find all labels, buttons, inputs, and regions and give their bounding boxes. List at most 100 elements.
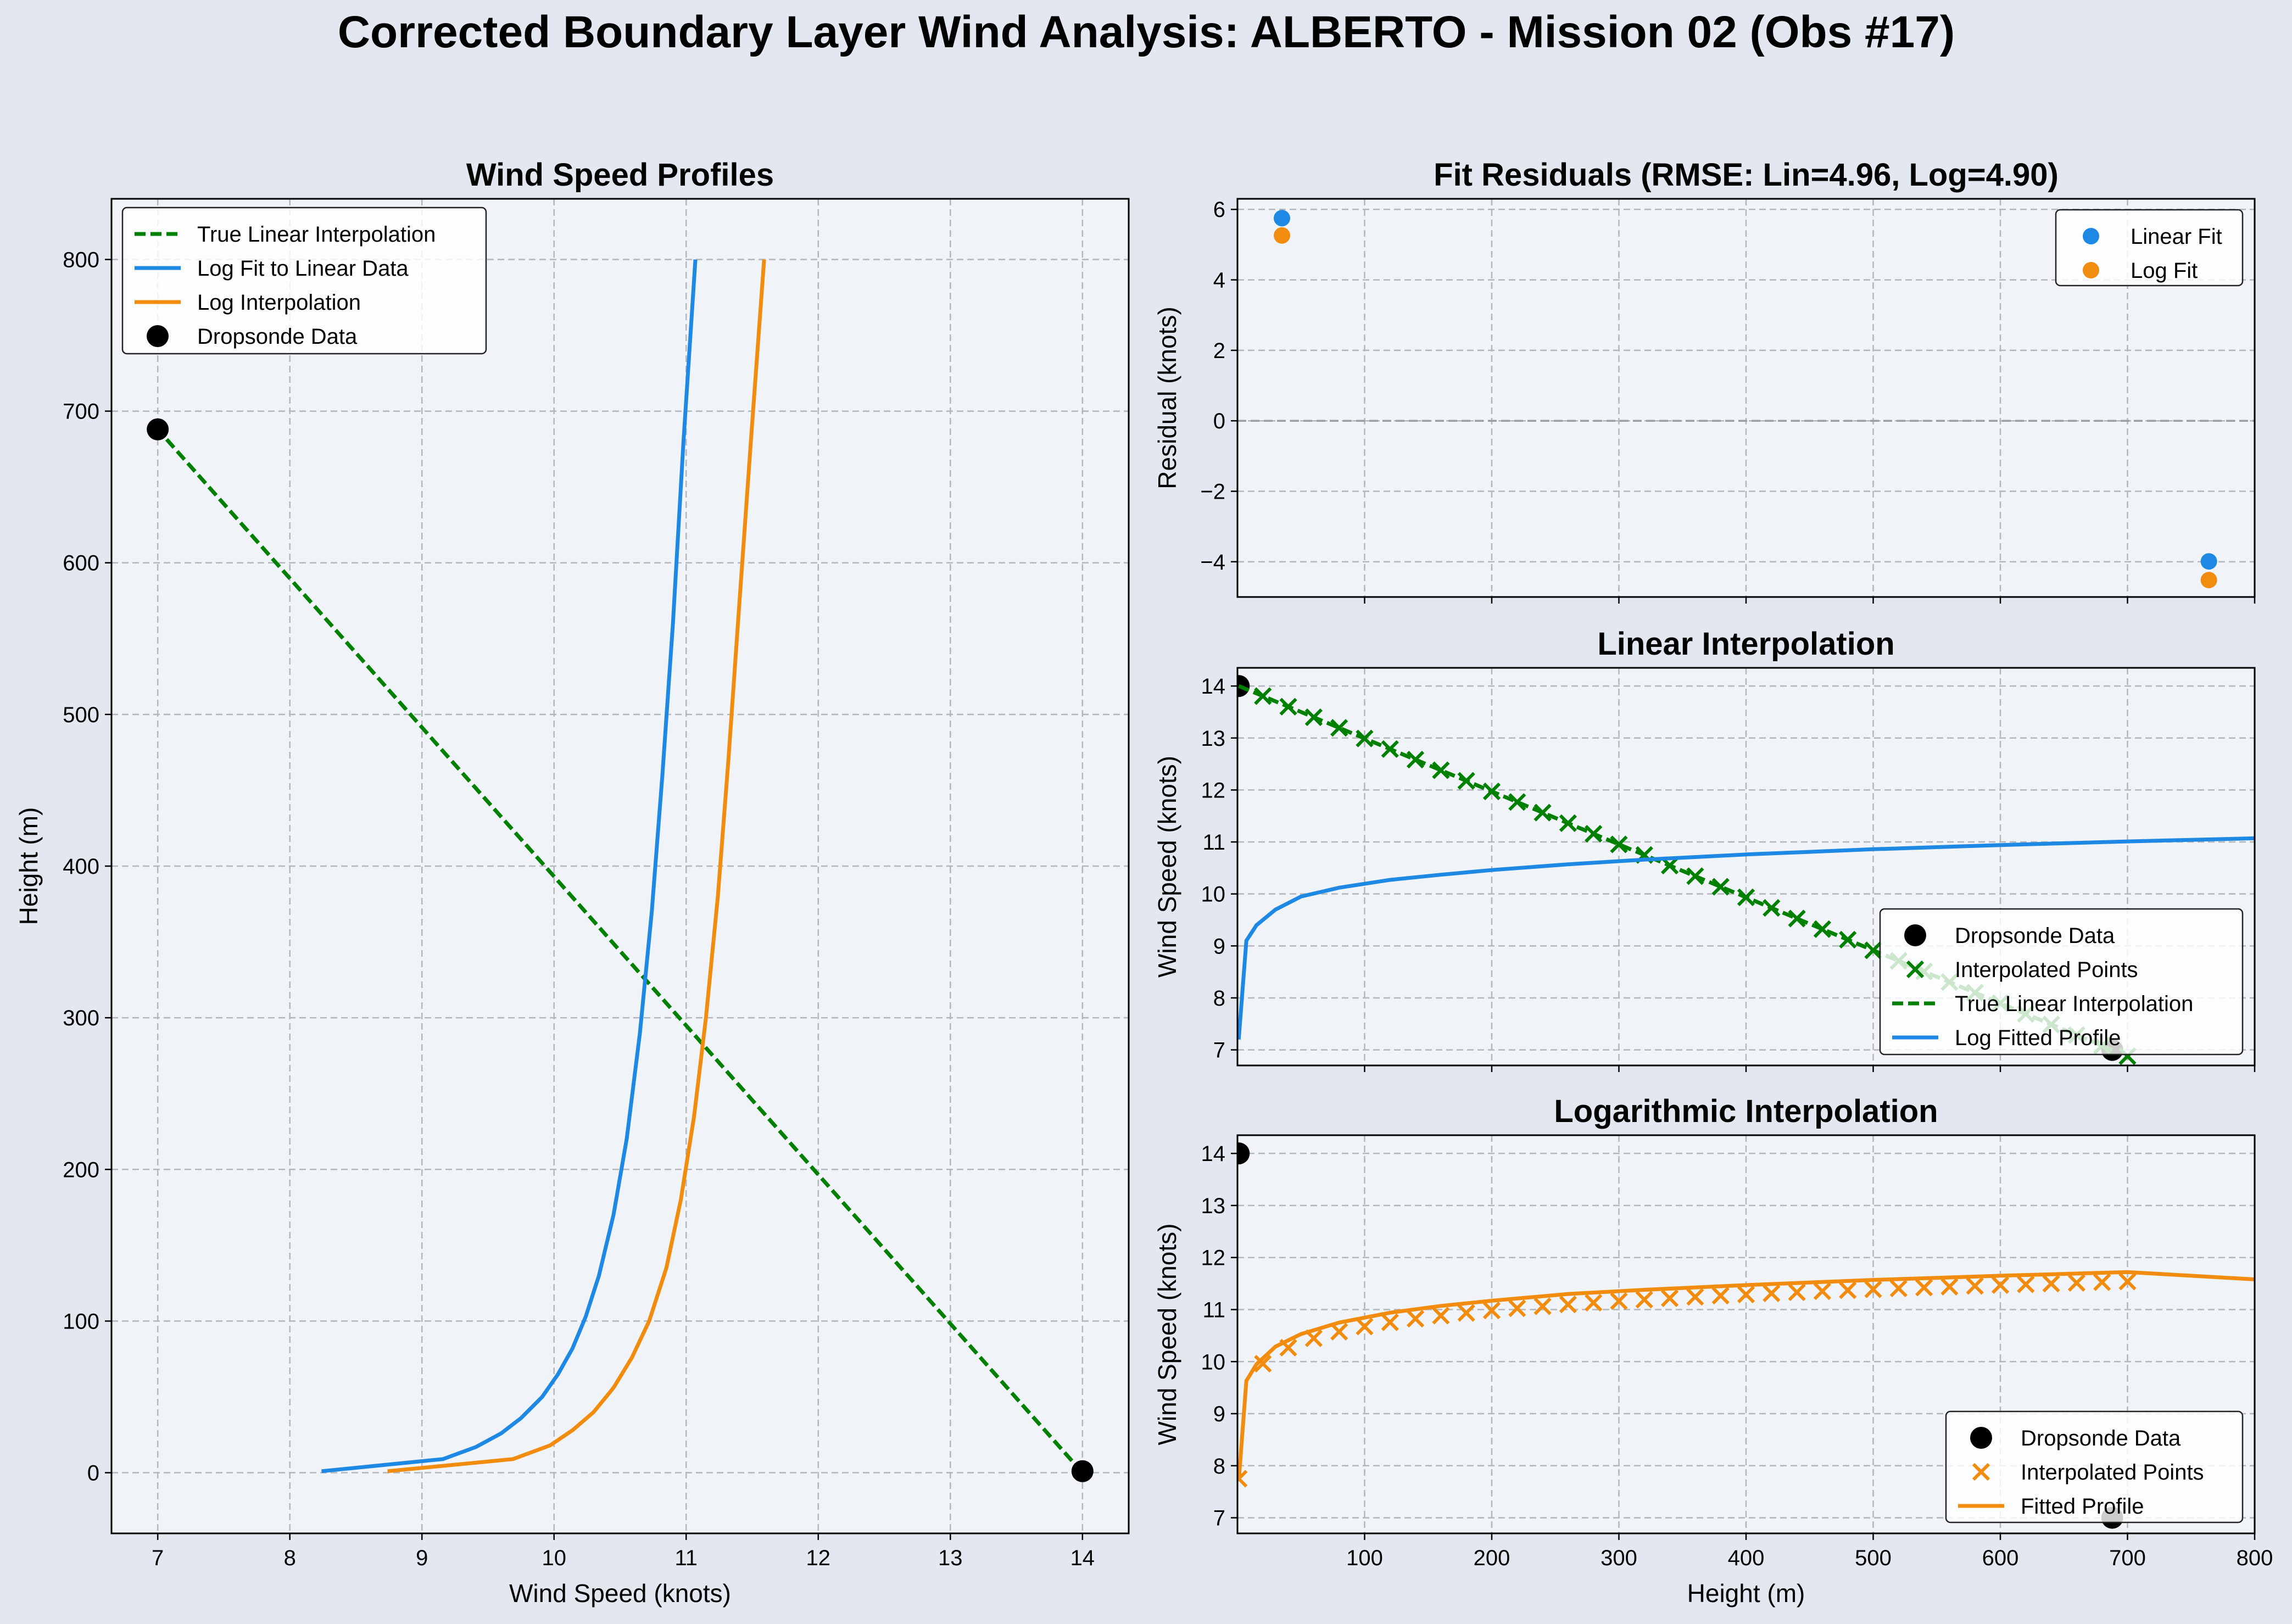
interpolated-point — [1585, 1293, 1603, 1312]
interpolated-point — [1330, 1322, 1348, 1341]
y-tick-label: 11 — [1202, 1298, 1225, 1322]
interpolated-point — [1686, 1288, 1704, 1306]
y-tick-label: 600 — [63, 551, 99, 576]
residual-point — [1274, 227, 1291, 244]
x-tick-label: 12 — [806, 1546, 831, 1570]
legend-label: Fitted Profile — [2021, 1494, 2144, 1519]
y-tick-label: 11 — [1202, 830, 1225, 855]
interpolated-point — [1457, 1304, 1475, 1322]
legend-label: Log Fit to Linear Data — [197, 256, 409, 281]
interpolated-point — [2067, 1274, 2086, 1292]
interpolated-point — [1508, 793, 1526, 811]
y-tick-label: 2 — [1213, 339, 1225, 363]
y-tick-label: 13 — [1201, 727, 1226, 751]
interpolated-point — [1254, 1354, 1272, 1373]
y-axis-label: Wind Speed (knots) — [1153, 756, 1181, 978]
fitted-curve — [1237, 1270, 2255, 1482]
y-tick-label: 4 — [1213, 269, 1225, 293]
data-layer — [147, 259, 1094, 1482]
panel-logarithmic: 7 8 9 10 11 12 13 14 100 200 300 400 500 600 700 800 Log… — [1153, 1093, 2273, 1608]
interpolated-point — [1610, 835, 1628, 853]
axes-frame — [1236, 1134, 2256, 1534]
legend-label: Log Fitted Profile — [1955, 1026, 2121, 1050]
series-line — [156, 428, 1084, 1474]
axes-frame — [1236, 198, 2256, 598]
legend-box — [2055, 209, 2244, 287]
legend-marker — [147, 325, 169, 347]
y-tick-label: 9 — [1213, 934, 1225, 958]
legend-box — [1945, 1410, 2244, 1523]
interpolated-point — [1660, 1289, 1679, 1307]
y-tick-label: 14 — [1201, 1142, 1226, 1166]
legend-marker — [1972, 1463, 1990, 1481]
interpolated-point — [1711, 1287, 1730, 1305]
x-tick-label: 600 — [1982, 1546, 2019, 1570]
residual-point — [1274, 210, 1291, 227]
y-tick-label: 10 — [1201, 1350, 1226, 1374]
legend: Dropsonde Data Interpolated Points True Li… — [1879, 908, 2244, 1056]
y-tick-label: 200 — [63, 1158, 99, 1182]
fitted-curve — [1237, 836, 2255, 1040]
y-axis-label: Residual (knots) — [1153, 306, 1181, 489]
x-tick-label: 10 — [542, 1546, 566, 1570]
interpolated-point — [1508, 1299, 1526, 1318]
interpolated-point — [1432, 761, 1450, 779]
legend: Dropsonde Data Interpolated Points Fitted … — [1945, 1410, 2244, 1523]
legend-label: Interpolated Points — [2021, 1460, 2204, 1485]
y-tick-label: 8 — [1213, 1454, 1225, 1478]
x-tick-label: 13 — [938, 1546, 963, 1570]
x-tick-label: 500 — [1855, 1546, 1892, 1570]
legend-marker — [1970, 1427, 1992, 1449]
y-tick-label: 6 — [1213, 198, 1225, 222]
x-tick-label: 400 — [1728, 1546, 1765, 1570]
legend-label: Log Interpolation — [197, 291, 361, 315]
y-tick-label: 0 — [1213, 409, 1225, 433]
interpolated-point — [2017, 1275, 2035, 1293]
interpolated-point — [1788, 909, 1806, 928]
panel-linear: 7 8 9 10 11 12 13 14 Linear Interpolation Wind Sp… — [1153, 626, 2256, 1072]
series-line — [387, 259, 766, 1474]
legend-box — [121, 207, 487, 355]
legend-marker — [2083, 262, 2099, 278]
axes-frame — [110, 198, 1130, 1534]
interpolated-point — [1813, 920, 1832, 938]
interpolated-point — [2118, 1273, 2137, 1291]
x-tick-label: 300 — [1601, 1546, 1637, 1570]
residual-point — [2200, 553, 2217, 570]
y-tick-label: 400 — [63, 855, 99, 879]
x-tick-label: 700 — [2109, 1546, 2146, 1570]
interpolated-point — [1864, 1280, 1882, 1298]
y-tick-label: 700 — [63, 400, 99, 424]
y-tick-label: 14 — [1201, 674, 1226, 699]
panel-title: Fit Residuals (RMSE: Lin=4.96, Log=4.90) — [1434, 157, 2059, 193]
interpolated-point — [1813, 1282, 1832, 1301]
axes-frame — [1236, 667, 2256, 1067]
legend-label: Dropsonde Data — [2021, 1426, 2181, 1450]
y-tick-label: 8 — [1213, 986, 1225, 1011]
dropsonde-point — [1237, 1142, 1250, 1165]
legend-box — [1879, 908, 2244, 1056]
panel-residuals: −4 −2 0 2 4 6 Fit Residuals (RMSE: Lin=4.96, L… — [1153, 157, 2256, 604]
panel-title: Logarithmic Interpolation — [1554, 1093, 1938, 1129]
y-tick-label: 100 — [63, 1309, 99, 1333]
y-tick-label: −4 — [1200, 550, 1225, 574]
interpolated-point — [1482, 1302, 1501, 1320]
y-tick-label: −2 — [1200, 480, 1225, 504]
interpolated-point — [2042, 1275, 2060, 1293]
x-tick-label: 14 — [1070, 1546, 1095, 1570]
interpolated-point — [1915, 1279, 1933, 1297]
legend-label: Linear Fit — [2131, 225, 2222, 249]
panel-profiles: 0 100 200 300 400 500 600 700 800 7 8 9 10 11 12 13 14 Wi… — [14, 157, 1130, 1608]
interpolated-point — [1406, 1310, 1425, 1328]
y-axis-label: Wind Speed (knots) — [1153, 1224, 1181, 1446]
interpolated-point — [1432, 1307, 1450, 1325]
legend-label: Dropsonde Data — [197, 325, 358, 349]
x-tick-label: 11 — [674, 1546, 698, 1570]
interpolated-point — [1356, 1318, 1374, 1336]
interpolated-point — [1711, 878, 1730, 896]
y-tick-label: 9 — [1213, 1402, 1225, 1426]
x-axis-label: Wind Speed (knots) — [509, 1579, 731, 1608]
interpolated-point — [1635, 1291, 1653, 1309]
series-line — [321, 259, 698, 1474]
interpolated-point — [1330, 719, 1348, 737]
